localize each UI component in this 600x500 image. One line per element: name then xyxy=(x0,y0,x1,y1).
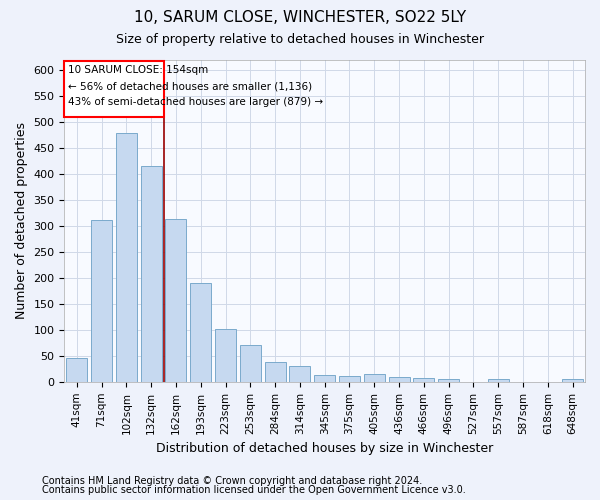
FancyBboxPatch shape xyxy=(64,61,164,117)
Text: 10, SARUM CLOSE, WINCHESTER, SO22 5LY: 10, SARUM CLOSE, WINCHESTER, SO22 5LY xyxy=(134,10,466,25)
Bar xyxy=(265,362,286,382)
Bar xyxy=(190,283,211,382)
Bar xyxy=(314,374,335,382)
Bar xyxy=(289,366,310,382)
Bar xyxy=(339,376,360,382)
Bar xyxy=(116,132,137,382)
Bar xyxy=(438,379,459,382)
Text: Contains public sector information licensed under the Open Government Licence v3: Contains public sector information licen… xyxy=(42,485,466,495)
Bar xyxy=(140,166,162,382)
Bar xyxy=(488,379,509,382)
Bar xyxy=(215,329,236,382)
Bar xyxy=(240,346,261,382)
Y-axis label: Number of detached properties: Number of detached properties xyxy=(15,122,28,320)
X-axis label: Distribution of detached houses by size in Winchester: Distribution of detached houses by size … xyxy=(156,442,493,455)
Text: 43% of semi-detached houses are larger (879) →: 43% of semi-detached houses are larger (… xyxy=(68,97,323,107)
Bar xyxy=(562,379,583,382)
Text: Size of property relative to detached houses in Winchester: Size of property relative to detached ho… xyxy=(116,32,484,46)
Bar xyxy=(413,378,434,382)
Text: ← 56% of detached houses are smaller (1,136): ← 56% of detached houses are smaller (1,… xyxy=(68,81,312,91)
Bar xyxy=(389,376,410,382)
Bar xyxy=(66,358,88,382)
Bar xyxy=(364,374,385,382)
Bar xyxy=(91,220,112,382)
Text: 10 SARUM CLOSE: 154sqm: 10 SARUM CLOSE: 154sqm xyxy=(68,65,208,75)
Text: Contains HM Land Registry data © Crown copyright and database right 2024.: Contains HM Land Registry data © Crown c… xyxy=(42,476,422,486)
Bar xyxy=(166,220,187,382)
